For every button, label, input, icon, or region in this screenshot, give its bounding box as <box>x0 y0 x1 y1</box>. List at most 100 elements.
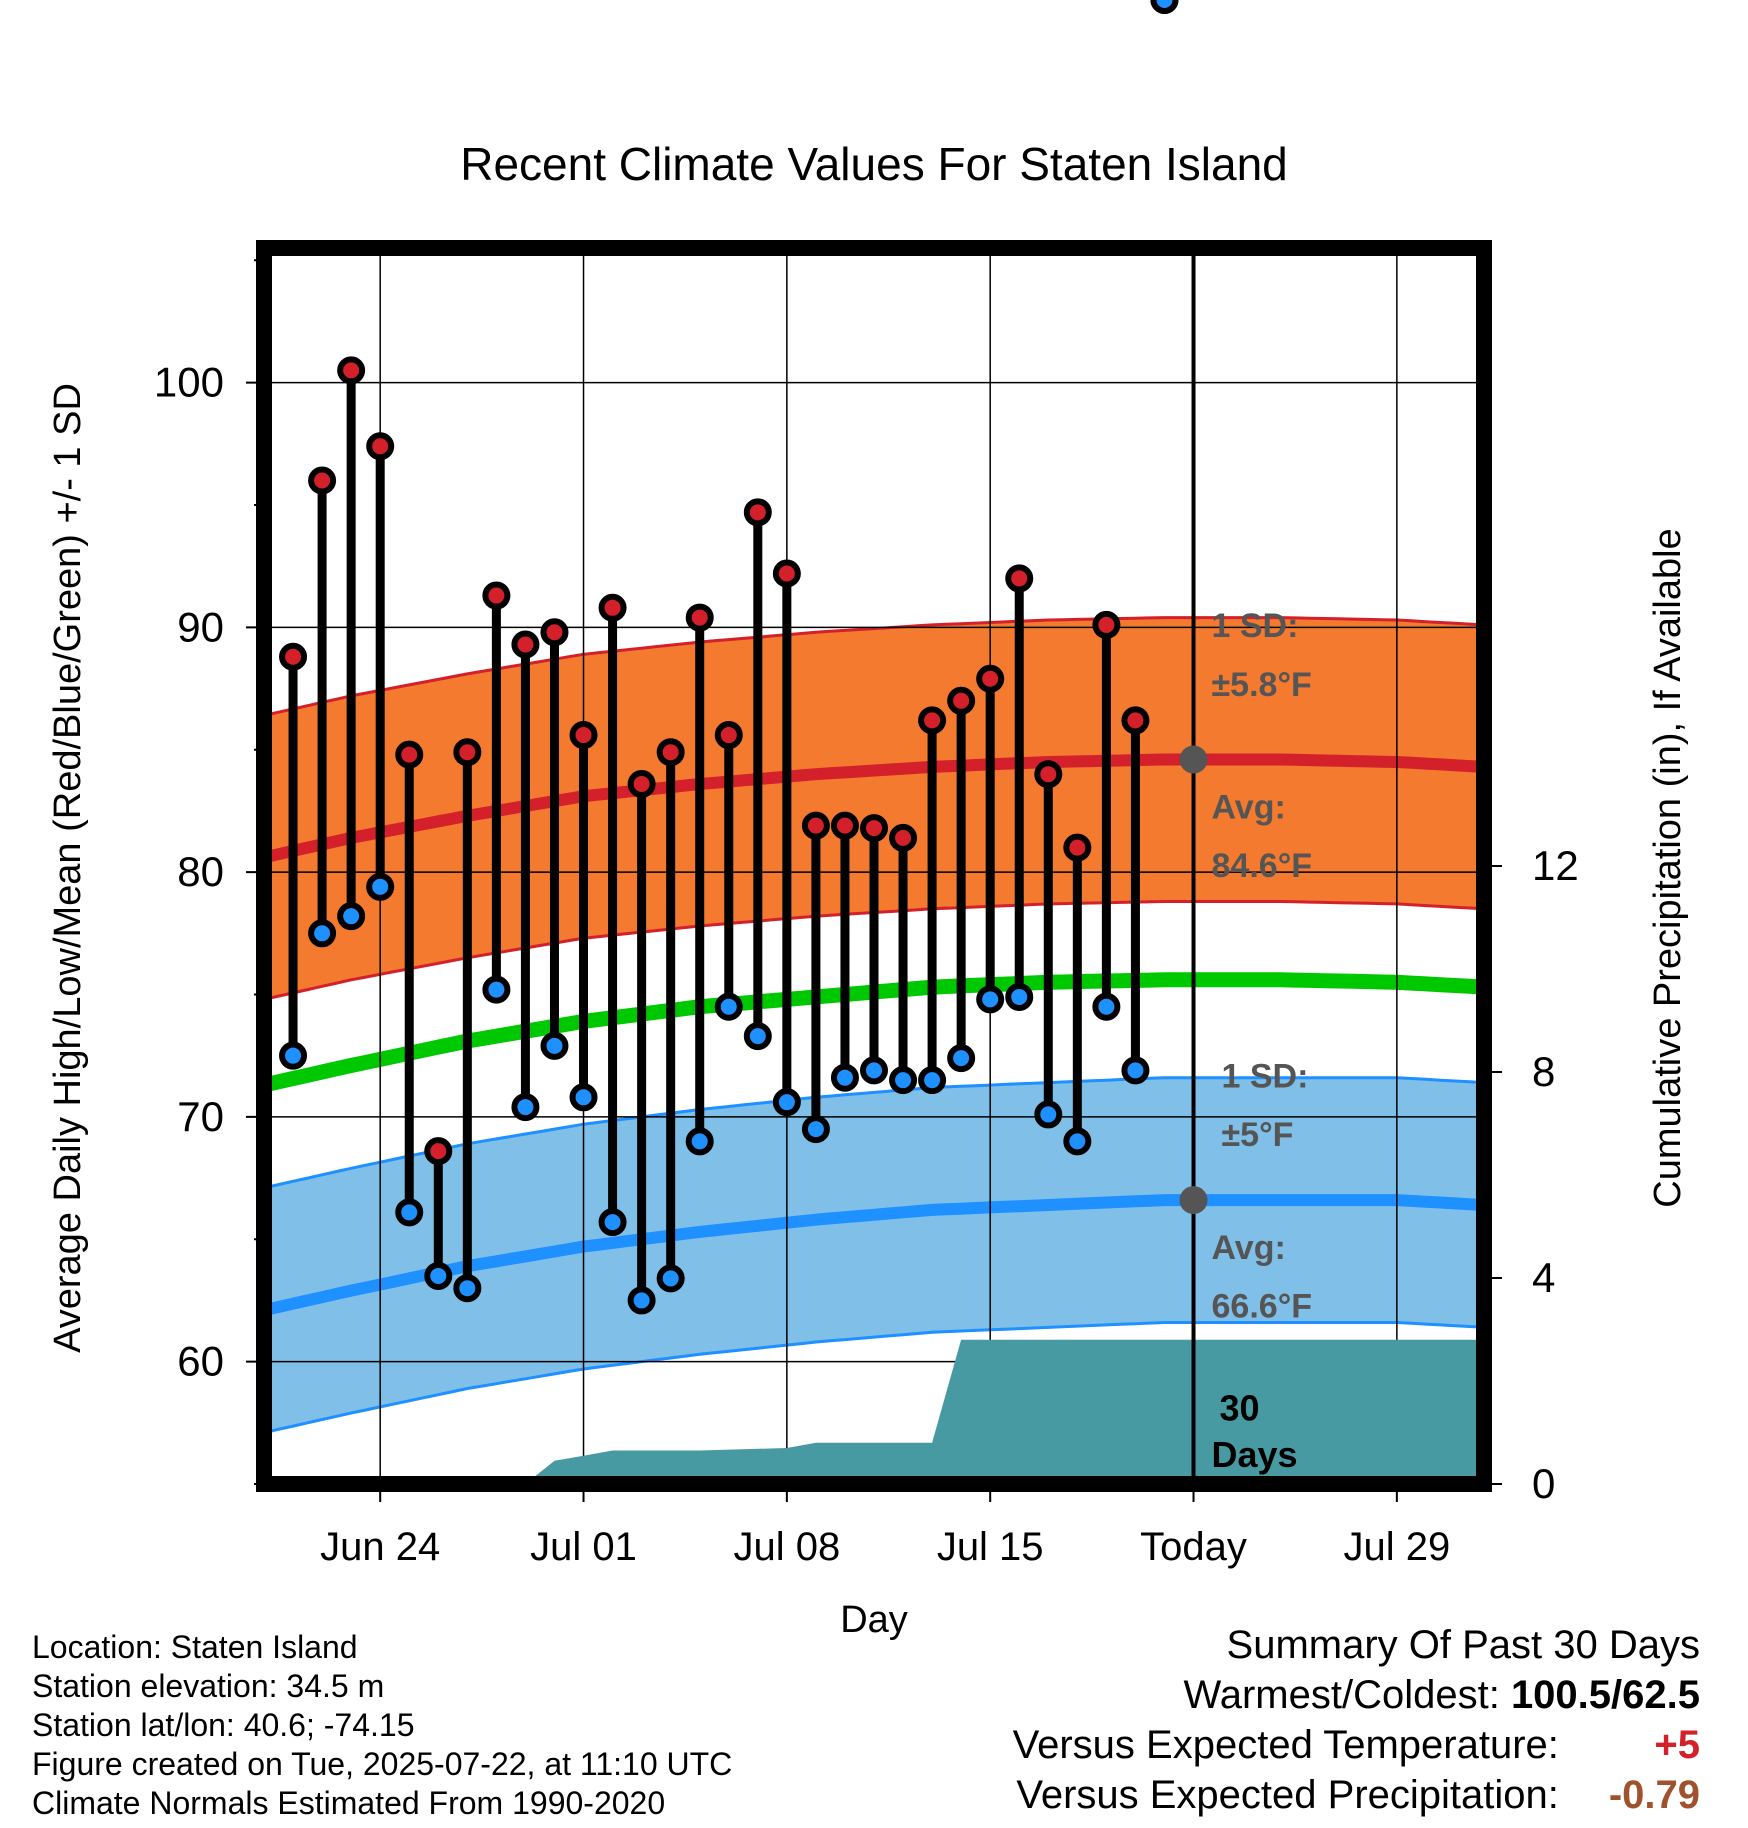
daily-low-point <box>1121 1056 1150 1085</box>
daily-low-point <box>830 1063 859 1092</box>
precip-value: -0.79 <box>1608 1773 1700 1817</box>
precip-label: Versus Expected Precipitation: <box>1016 1773 1559 1817</box>
daily-high-point <box>801 811 830 840</box>
daily-low-point <box>511 1093 540 1122</box>
y-tick-label: 60 <box>177 1338 224 1385</box>
daily-low-point <box>1034 1100 1063 1129</box>
summary-panel: Summary Of Past 30 Days Warmest/Coldest:… <box>1013 1620 1700 1820</box>
daily-high-point <box>772 559 801 588</box>
x-tick-label: Today <box>1140 1525 1247 1569</box>
low-sd-band <box>264 1077 1484 1433</box>
daily-high-point <box>685 603 714 632</box>
daily-high-point <box>976 664 1005 693</box>
x-tick-label: Jul 29 <box>1343 1525 1450 1569</box>
daily-low-point <box>424 1261 453 1290</box>
daily-low-point <box>279 1041 308 1070</box>
daily-low-point <box>801 1115 830 1144</box>
high-sd-upper-line <box>263 616 1485 717</box>
daily-low-point <box>947 1044 976 1073</box>
x-tick-label: Jul 08 <box>733 1525 840 1569</box>
daily-high-point <box>1034 760 1063 789</box>
normals-text: Climate Normals Estimated From 1990-2020 <box>32 1785 666 1821</box>
daily-high-point <box>656 738 685 767</box>
warm-cold-value: 100.5/62.5 <box>1510 1673 1700 1717</box>
y-tick-label: 80 <box>177 848 224 895</box>
daily-low-point <box>918 1066 947 1095</box>
daily-low-point <box>714 992 743 1021</box>
daily-high-point <box>337 356 366 385</box>
daily-low-point <box>743 1022 772 1051</box>
precip-period-number: 30 <box>1220 1387 1260 1428</box>
low-sd-value: ±5°F <box>1222 1116 1294 1154</box>
daily-low-point <box>1005 982 1034 1011</box>
high-avg-marker <box>1179 745 1208 774</box>
summary-warm-cold: Warmest/Coldest: 100.5/62.5 <box>1013 1670 1700 1720</box>
daily-high-point <box>1005 564 1034 593</box>
daily-high-point <box>598 593 627 622</box>
daily-low-point <box>1063 1127 1092 1156</box>
x-axis-label: Day <box>840 1599 908 1641</box>
y-tick-label: 100 <box>154 359 224 406</box>
high-sd-value: ±5.8°F <box>1212 666 1312 704</box>
high-avg-value: 84.6°F <box>1212 847 1313 885</box>
daily-high-point <box>511 630 540 659</box>
daily-observations <box>279 0 1179 1315</box>
summary-title: Summary Of Past 30 Days <box>1226 1623 1700 1667</box>
daily-high-point <box>482 581 511 610</box>
low-avg-marker <box>1179 1186 1208 1215</box>
high-sd-band <box>264 617 1484 1000</box>
temp-value: +5 <box>1654 1723 1700 1767</box>
daily-low-point <box>772 1088 801 1117</box>
daily-high-point <box>1092 610 1121 639</box>
station-info: Location: Staten Island Station elevatio… <box>32 1628 732 1823</box>
latlon-text: Station lat/lon: 40.6; -74.15 <box>32 1707 415 1743</box>
y2-tick-label: 0 <box>1532 1460 1555 1507</box>
daily-low-point <box>1150 0 1179 14</box>
daily-high-point <box>540 618 569 647</box>
axes: 60 70 80 90 100 0 4 8 12 Jun 24 Jul 01 Jul 08 Jul 15… <box>154 259 1579 1569</box>
daily-low-point <box>453 1274 482 1303</box>
x-tick-label: Jul 15 <box>937 1525 1044 1569</box>
daily-low-point <box>598 1208 627 1237</box>
daily-low-point <box>627 1286 656 1315</box>
daily-high-point <box>947 686 976 715</box>
temp-label: Versus Expected Temperature: <box>1012 1723 1559 1767</box>
y-tick-label: 90 <box>177 603 224 650</box>
precip-period-days: Days <box>1212 1434 1298 1475</box>
daily-low-point <box>656 1264 685 1293</box>
daily-low-point <box>889 1066 918 1095</box>
y2-tick-label: 4 <box>1532 1254 1555 1301</box>
high-sd-label: 1 SD: <box>1212 607 1299 645</box>
daily-low-point <box>976 985 1005 1014</box>
daily-low-point <box>569 1083 598 1112</box>
daily-low-point <box>540 1031 569 1060</box>
daily-high-point <box>743 498 772 527</box>
summary-precip: Versus Expected Precipitation: -0.79 <box>1013 1770 1700 1820</box>
daily-high-point <box>889 823 918 852</box>
daily-high-point <box>627 770 656 799</box>
elevation-text: Station elevation: 34.5 m <box>32 1668 385 1704</box>
y-tick-label: 70 <box>177 1093 224 1140</box>
daily-high-point <box>714 721 743 750</box>
daily-high-point <box>1063 833 1092 862</box>
daily-high-point <box>453 738 482 767</box>
summary-temp: Versus Expected Temperature: +5 <box>1013 1720 1700 1770</box>
low-avg-label: Avg: <box>1212 1229 1286 1267</box>
daily-high-point <box>1121 706 1150 735</box>
precip-area <box>264 1339 1484 1484</box>
y2-tick-label: 8 <box>1532 1048 1555 1095</box>
precipitation-area <box>264 1339 1484 1484</box>
daily-low-point <box>366 872 395 901</box>
created-text: Figure created on Tue, 2025-07-22, at 11… <box>32 1746 733 1782</box>
low-sd-label: 1 SD: <box>1222 1058 1309 1096</box>
x-tick-label: Jun 24 <box>320 1525 440 1569</box>
location-text: Location: Staten Island <box>32 1629 358 1665</box>
low-avg-value: 66.6°F <box>1212 1288 1313 1326</box>
daily-high-point <box>279 642 308 671</box>
daily-high-point <box>830 811 859 840</box>
daily-high-point <box>424 1137 453 1166</box>
high-avg-label: Avg: <box>1212 788 1286 826</box>
daily-high-point <box>918 706 947 735</box>
y2-axis-label: Cumulative Precipitation (in), If Availa… <box>1647 528 1689 1207</box>
